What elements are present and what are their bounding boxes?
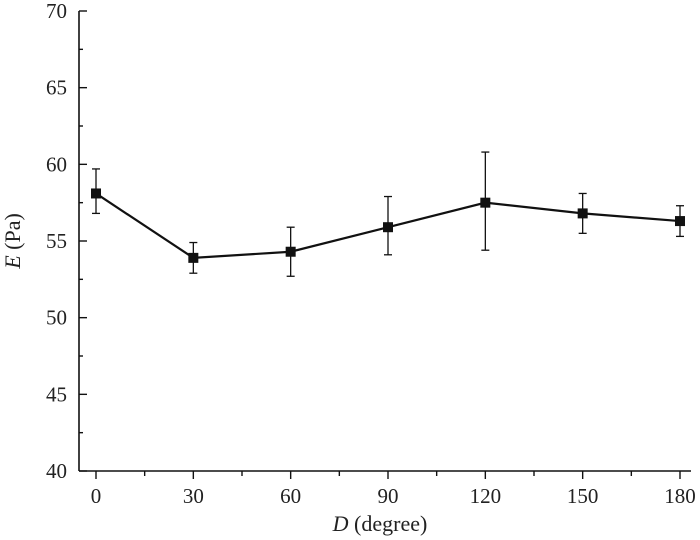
data-point-marker — [188, 252, 199, 263]
x-tick-label: 30 — [183, 484, 204, 508]
axes — [78, 11, 691, 472]
y-tick-label: 45 — [46, 382, 67, 406]
series — [91, 151, 685, 277]
x-tick-label: 90 — [378, 484, 399, 508]
x-axis-title: D (degree) — [332, 511, 428, 536]
x-axis-unit: (degree) — [349, 511, 428, 536]
x-tick-label: 120 — [470, 484, 502, 508]
x-ticks: 0 30 60 90 120 150 180 — [91, 471, 696, 508]
data-point-marker — [480, 197, 491, 208]
y-tick-label: 70 — [46, 0, 67, 23]
y-tick-label: 50 — [46, 306, 67, 330]
y-tick-label: 60 — [46, 152, 67, 176]
y-axis-variable: E — [0, 255, 25, 270]
y-tick-label: 65 — [46, 76, 67, 100]
data-point-marker — [675, 216, 685, 227]
data-point-marker — [577, 208, 588, 219]
x-tick-label: 60 — [280, 484, 301, 508]
x-tick-label: 180 — [664, 484, 696, 508]
y-axis-unit: (Pa) — [0, 213, 25, 255]
x-axis-variable: D — [332, 511, 349, 536]
y-tick-label: 40 — [46, 459, 67, 483]
data-point-marker — [383, 222, 393, 233]
y-tick-label: 55 — [46, 229, 67, 253]
x-tick-label: 0 — [91, 484, 102, 508]
y-axis-title: E (Pa) — [0, 213, 25, 270]
data-point-marker — [285, 246, 296, 257]
y-ticks: 40 45 50 55 60 65 70 — [46, 0, 87, 483]
x-tick-label: 150 — [567, 484, 599, 508]
data-point-marker — [91, 188, 101, 199]
